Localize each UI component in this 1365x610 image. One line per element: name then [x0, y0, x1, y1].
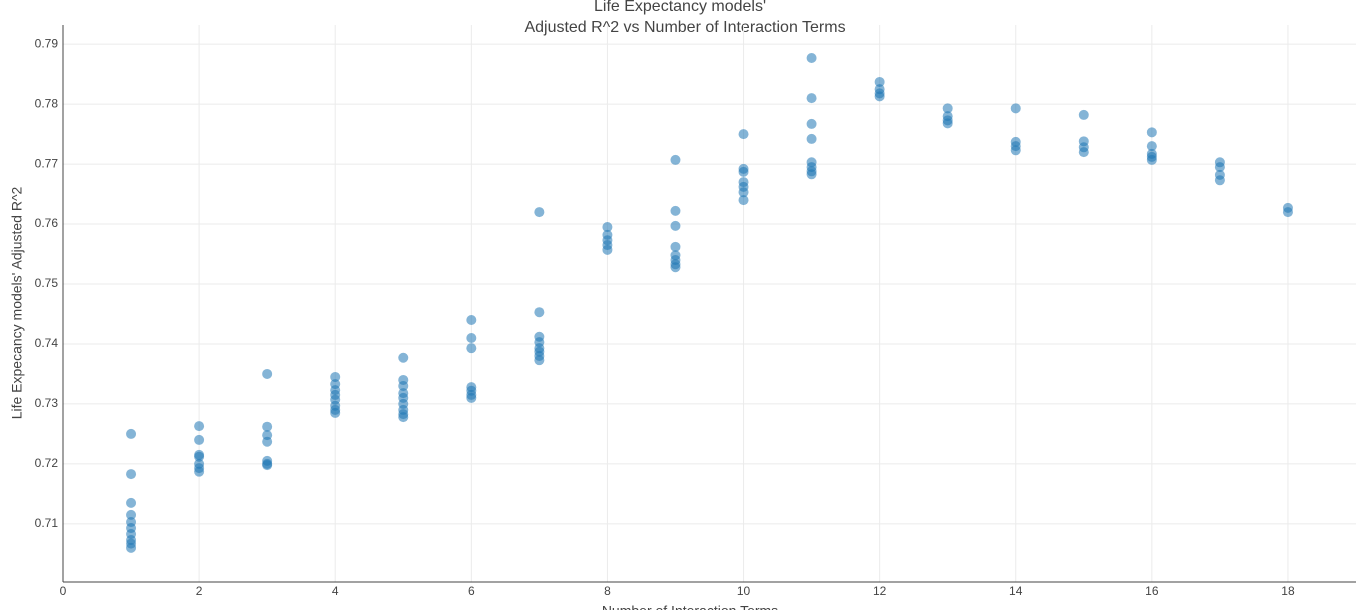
- point: [1146, 127, 1157, 138]
- point: [738, 187, 749, 198]
- point: [738, 166, 749, 177]
- point: [534, 307, 545, 318]
- point: [738, 129, 749, 140]
- point: [1010, 103, 1021, 114]
- x-tick-label: 14: [1009, 584, 1023, 598]
- point: [194, 421, 205, 432]
- point: [806, 133, 817, 144]
- y-tick-label: 0.76: [35, 216, 59, 230]
- point: [1146, 154, 1157, 165]
- point: [126, 509, 137, 520]
- x-tick-label: 10: [737, 584, 751, 598]
- y-tick-label: 0.77: [35, 156, 59, 170]
- point: [602, 222, 613, 233]
- point: [874, 76, 885, 87]
- x-tick-label: 4: [332, 584, 339, 598]
- point: [398, 380, 409, 391]
- y-tick-label: 0.74: [35, 336, 59, 350]
- y-tick-label: 0.75: [35, 276, 59, 290]
- point: [194, 451, 205, 462]
- point: [126, 428, 137, 439]
- point: [1146, 141, 1157, 152]
- x-tick-label: 16: [1145, 584, 1159, 598]
- point: [466, 343, 477, 354]
- point: [670, 154, 681, 165]
- x-tick-label: 12: [873, 584, 887, 598]
- y-tick-label: 0.72: [35, 456, 59, 470]
- x-tick-label: 6: [468, 584, 475, 598]
- point: [602, 244, 613, 255]
- point: [806, 93, 817, 104]
- point: [670, 205, 681, 216]
- x-tick-label: 2: [196, 584, 203, 598]
- x-tick-label: 18: [1281, 584, 1295, 598]
- point: [262, 436, 273, 447]
- y-tick-label: 0.73: [35, 396, 59, 410]
- point: [1010, 145, 1021, 156]
- y-tick-label: 0.79: [35, 36, 59, 50]
- point: [942, 103, 953, 114]
- point: [398, 352, 409, 363]
- point: [194, 434, 205, 445]
- point: [194, 466, 205, 477]
- point: [806, 169, 817, 180]
- chart-title: Life Expectancy models': [594, 0, 766, 15]
- point: [670, 262, 681, 273]
- point: [670, 220, 681, 231]
- x-axis-title: Number of Interaction Terms: [602, 603, 778, 610]
- chart-subtitle: Adjusted R^2 vs Number of Interaction Te…: [524, 19, 845, 36]
- y-tick-label: 0.78: [35, 96, 59, 110]
- x-tick-label: 0: [60, 584, 67, 598]
- point: [1214, 175, 1225, 186]
- point: [126, 497, 137, 508]
- point: [126, 542, 137, 553]
- point: [330, 407, 341, 418]
- point: [874, 91, 885, 102]
- point: [738, 195, 749, 206]
- point: [398, 412, 409, 423]
- point: [466, 314, 477, 325]
- point: [534, 207, 545, 218]
- x-tick-label: 8: [604, 584, 611, 598]
- point: [262, 460, 273, 471]
- point: [806, 52, 817, 63]
- point: [262, 368, 273, 379]
- point: [670, 241, 681, 252]
- point: [466, 332, 477, 343]
- y-tick-label: 0.71: [35, 516, 59, 530]
- point: [942, 118, 953, 129]
- point: [1078, 147, 1089, 158]
- y-axis-title: Life Expecancy models' Adjusted R^2: [9, 186, 25, 419]
- point: [534, 355, 545, 366]
- point: [1282, 207, 1293, 218]
- point: [262, 421, 273, 432]
- point: [466, 392, 477, 403]
- point: [1078, 109, 1089, 120]
- point: [806, 118, 817, 129]
- point: [330, 371, 341, 382]
- point: [1214, 162, 1225, 173]
- point: [126, 469, 137, 480]
